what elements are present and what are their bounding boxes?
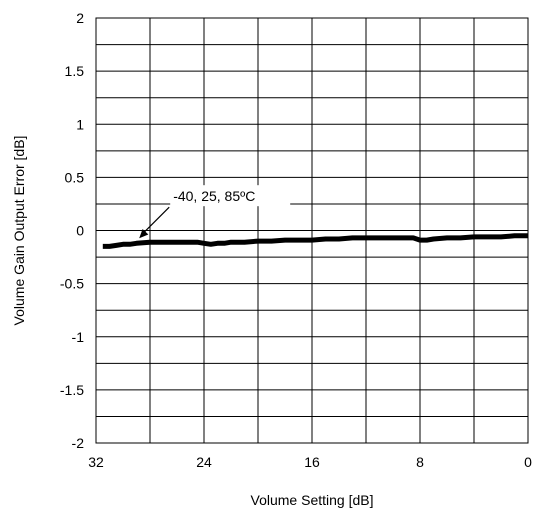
y-tick-label: -1 (72, 329, 85, 345)
annotation-group: -40, 25, 85ºC (139, 185, 291, 239)
plot-grid (95, 17, 529, 444)
y-tick-label: 0 (76, 223, 84, 239)
series-group (102, 233, 528, 249)
x-tick-label: 24 (196, 454, 212, 470)
x-tick-label: 16 (304, 454, 320, 470)
y-tick-label: -1.5 (60, 382, 84, 398)
tick-labels: 32 24 16 8 0 2 1.5 1 0.5 0 -0.5 -1 -1.5 -2 (60, 10, 532, 470)
series-line (102, 233, 528, 249)
y-tick-label: 1 (76, 116, 84, 132)
x-tick-label: 32 (88, 454, 104, 470)
annotation-label: -40, 25, 85ºC (173, 188, 255, 204)
x-tick-label: 0 (524, 454, 532, 470)
annotation-background (170, 185, 291, 207)
x-tick-label: 8 (416, 454, 424, 470)
y-tick-label: 0.5 (65, 169, 85, 185)
annotation-arrowhead (139, 228, 149, 239)
annotation-arrow (142, 206, 170, 234)
y-tick-label: -2 (72, 435, 85, 451)
y-tick-label: -0.5 (60, 276, 84, 292)
x-axis-label: Volume Setting [dB] (251, 492, 374, 508)
y-tick-label: 1.5 (65, 63, 85, 79)
plot-frame (95, 17, 529, 444)
y-tick-label: 2 (76, 10, 84, 26)
y-axis-label: Volume Gain Output Error [dB] (11, 136, 27, 326)
